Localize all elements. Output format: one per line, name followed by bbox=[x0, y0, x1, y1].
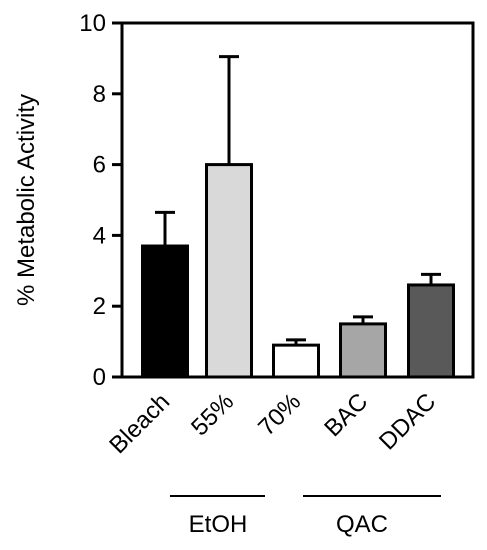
y-axis-ticks: 0 2 4 6 8 10 bbox=[79, 10, 122, 391]
group-labels: EtOH QAC bbox=[170, 495, 441, 538]
y-axis-title: % Metabolic Activity bbox=[13, 94, 40, 306]
bar-70pct bbox=[272, 343, 320, 379]
category-label: DDAC bbox=[374, 388, 441, 455]
bar-ddac bbox=[407, 283, 455, 379]
category-labels: Bleach 55% 70% BAC DDAC bbox=[104, 388, 441, 459]
y-tick-label: 8 bbox=[93, 81, 106, 108]
y-tick-label: 2 bbox=[93, 293, 106, 320]
y-tick-label: 10 bbox=[79, 10, 106, 37]
bar-55pct bbox=[205, 163, 253, 379]
category-label: 70% bbox=[253, 388, 306, 441]
category-label: 55% bbox=[186, 388, 239, 441]
y-tick-label: 4 bbox=[93, 222, 106, 249]
bar-bac bbox=[339, 322, 387, 379]
category-label: BAC bbox=[319, 388, 373, 442]
group-label: QAC bbox=[336, 511, 388, 538]
bar-bleach bbox=[141, 244, 189, 379]
category-label: Bleach bbox=[104, 388, 175, 459]
y-tick-label: 0 bbox=[93, 364, 106, 391]
y-tick-label: 6 bbox=[93, 152, 106, 179]
group-label: EtOH bbox=[189, 511, 248, 538]
bars bbox=[141, 163, 455, 379]
error-bars bbox=[155, 55, 441, 346]
